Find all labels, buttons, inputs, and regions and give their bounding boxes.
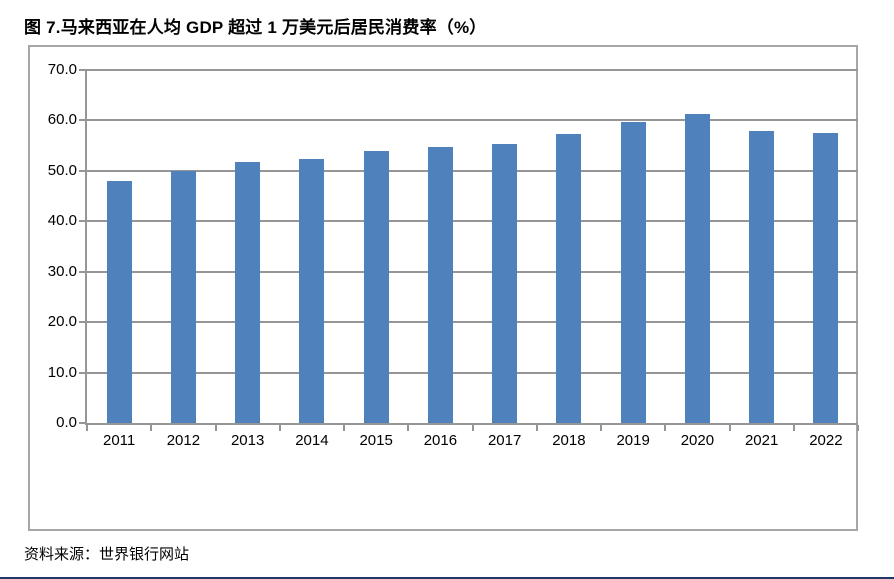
y-axis-tick: [79, 371, 87, 374]
x-axis-label: 2022: [809, 432, 843, 449]
y-axis-tick: [79, 422, 87, 424]
chart-frame: 0.0 10.0 20.0 30.0 40.0 50.0 60.0 70.0 2011 2012 2…: [28, 45, 859, 531]
y-axis-tick: [79, 119, 87, 122]
y-axis-tick: [79, 69, 87, 71]
x-axis-tick: [86, 425, 88, 431]
plot-area: 0.0 10.0 20.0 30.0 40.0 50.0 60.0 70.0 2011 2012 2…: [48, 61, 859, 449]
x-axis-tick: [407, 425, 410, 431]
x-axis-label: 2013: [230, 432, 265, 449]
bar-2011: [106, 180, 132, 423]
x-axis-label: 2016: [423, 432, 458, 449]
y-axis-label: 50.0: [47, 161, 77, 179]
y-axis-label: 0.0: [56, 414, 77, 431]
footer-rule: [0, 577, 894, 579]
bar-2015: [363, 150, 389, 423]
source-note: 资料来源：世界银行网站: [24, 546, 190, 563]
bar-2012: [170, 170, 196, 423]
x-axis-label: 2014: [295, 432, 329, 449]
x-axis-tick: [857, 425, 859, 431]
gridline-40: [87, 220, 858, 223]
x-axis-tick: [278, 425, 281, 431]
y-axis-label: 70.0: [47, 61, 77, 78]
bar-2019: [620, 121, 646, 423]
gridline-10: [87, 371, 858, 374]
x-axis-label: 2012: [166, 432, 201, 449]
bar-2013: [235, 161, 261, 423]
bar-2016: [427, 146, 453, 423]
x-axis-tick: [343, 425, 345, 431]
x-axis-label: 2017: [487, 432, 522, 449]
gridline-70: [87, 69, 858, 71]
y-axis-tick: [79, 169, 87, 172]
x-axis-tick: [535, 425, 538, 431]
bar-2018: [556, 134, 582, 423]
x-axis-tick: [728, 425, 731, 431]
x-axis-tick: [664, 425, 667, 431]
gridline-30: [87, 270, 858, 273]
x-axis-tick: [150, 425, 153, 431]
x-axis-tick: [471, 425, 474, 431]
bar-2021: [749, 130, 775, 423]
bar-2014: [299, 159, 325, 423]
x-axis-tick: [214, 425, 217, 431]
x-axis-tick: [600, 425, 602, 431]
x-axis-label: 2021: [744, 432, 779, 449]
gridline-50: [87, 169, 858, 172]
bar-2022: [813, 133, 839, 423]
chart-title: 图 7.马来西亚在人均 GDP 超过 1 万美元后居民消费率（%）: [24, 18, 487, 37]
gridline-60: [87, 119, 858, 122]
y-axis-label: 40.0: [47, 212, 77, 230]
y-axis-label: 10.0: [47, 363, 77, 381]
bar-2020: [684, 113, 710, 423]
y-axis-tick: [79, 220, 87, 223]
y-axis-tick: [79, 270, 87, 273]
gridline-20: [87, 321, 858, 324]
y-axis-label: 20.0: [47, 313, 77, 331]
x-axis-label: 2011: [102, 432, 136, 449]
x-axis-label: 2018: [552, 432, 586, 449]
x-axis-label: 2020: [680, 432, 715, 449]
y-axis-label: 60.0: [47, 111, 77, 129]
x-axis-label: 2019: [616, 432, 650, 449]
y-axis-label: 30.0: [47, 262, 77, 280]
bar-2017: [492, 143, 518, 423]
x-axis-tick: [792, 425, 795, 431]
x-axis-label: 2015: [359, 432, 393, 449]
y-axis-tick: [79, 321, 87, 324]
